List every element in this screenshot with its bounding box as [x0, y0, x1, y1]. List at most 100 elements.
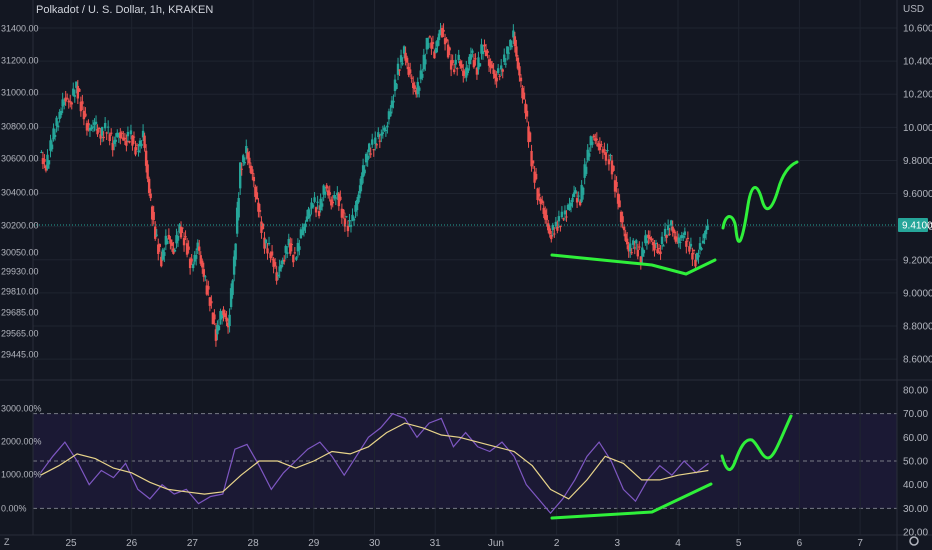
candle-body [266, 248, 269, 254]
candle-body [384, 129, 388, 131]
candle-body [102, 136, 105, 139]
left-tick-label: 30200.00 [1, 221, 39, 231]
candle-body [545, 215, 548, 221]
candle-body [58, 111, 61, 120]
candle-body [135, 144, 139, 146]
candle-body [635, 240, 638, 244]
candle-body [129, 130, 133, 135]
candle-body [337, 193, 341, 207]
candle-body [550, 234, 553, 240]
time-tick-label: Jun [488, 538, 504, 549]
candle-body [465, 67, 468, 78]
candle-body [689, 243, 693, 247]
scroll-start-icon[interactable]: Z [4, 537, 10, 547]
candle-body [257, 202, 260, 212]
candle-body [301, 229, 304, 235]
candle-body [463, 71, 466, 75]
candle-body [199, 255, 202, 264]
candle-body [84, 113, 87, 117]
forecast-squiggle-rsi [720, 414, 793, 472]
candle-body [76, 85, 80, 99]
candle-body [580, 184, 583, 202]
candle-body [571, 197, 574, 202]
candle-body [351, 214, 354, 221]
candle-body [427, 42, 430, 48]
candle-body [75, 81, 78, 88]
right-tick-label: 8.8000 [903, 322, 932, 333]
candle-body [639, 256, 643, 264]
candle-body [706, 225, 709, 230]
candle-body [440, 28, 444, 38]
candle-body [386, 125, 389, 128]
candle-body [93, 122, 96, 125]
candle-body [563, 210, 567, 215]
candle-body [134, 147, 137, 155]
candle-body [513, 36, 517, 47]
candle-body [64, 97, 67, 102]
candle-body [408, 69, 412, 74]
candle-body [116, 132, 119, 137]
candle-body [456, 68, 459, 70]
candle-body [243, 162, 246, 164]
candle-body [69, 101, 72, 103]
candle-body [305, 216, 309, 222]
settings-gear-icon[interactable] [909, 536, 919, 546]
candle-body [415, 90, 418, 95]
candle-body [522, 92, 526, 100]
candle-body [616, 193, 620, 204]
candle-body [191, 264, 195, 269]
candle-body [295, 257, 298, 260]
candle-body [401, 63, 404, 65]
candle-body [460, 64, 463, 68]
right-tick-label: 10.2000 [903, 90, 932, 101]
candle-body [279, 264, 283, 269]
rsi-series [40, 412, 709, 515]
left-tick-label: 29565.00 [1, 329, 39, 339]
candle-body [363, 169, 366, 174]
candle-body [62, 101, 66, 106]
candle-body [185, 243, 189, 255]
candle-body [275, 272, 278, 281]
candle-body [530, 150, 533, 167]
candle-body [430, 42, 433, 49]
candle-body [662, 245, 665, 247]
candle-body [588, 153, 591, 157]
candle-body [313, 197, 316, 202]
candle-body [551, 224, 555, 230]
candle-body [540, 200, 544, 203]
candle-body [392, 100, 395, 103]
candle-body [47, 160, 51, 165]
candle-body [569, 202, 573, 207]
candle-body [468, 56, 471, 65]
candle-body [333, 194, 336, 199]
candle-body [187, 246, 190, 250]
candle-body [632, 240, 635, 245]
right-tick-label: 9.6000 [903, 189, 932, 200]
candle-body [223, 313, 227, 318]
candle-body [40, 151, 43, 153]
candle-body [610, 160, 614, 175]
candle-body [108, 134, 111, 142]
candle-body [622, 226, 626, 231]
candle-body [648, 237, 652, 240]
candle-body [607, 159, 611, 165]
candle-body [278, 266, 281, 272]
candle-body [402, 46, 406, 54]
candle-body [489, 61, 492, 68]
time-tick-label: 6 [797, 538, 803, 549]
candle-body [128, 140, 131, 143]
candle-body [281, 259, 284, 265]
left-tick-label: 31200.00 [1, 56, 39, 66]
candle-body [140, 143, 143, 146]
candle-body [114, 139, 117, 142]
candle-body [132, 136, 136, 138]
candle-body [231, 280, 234, 295]
candle-body [179, 226, 183, 238]
candle-body [361, 165, 365, 177]
candle-body [452, 69, 456, 73]
candle-body [237, 197, 240, 218]
candle-body [393, 79, 397, 92]
candle-body [138, 140, 142, 147]
rsi-ma-line [40, 422, 709, 500]
